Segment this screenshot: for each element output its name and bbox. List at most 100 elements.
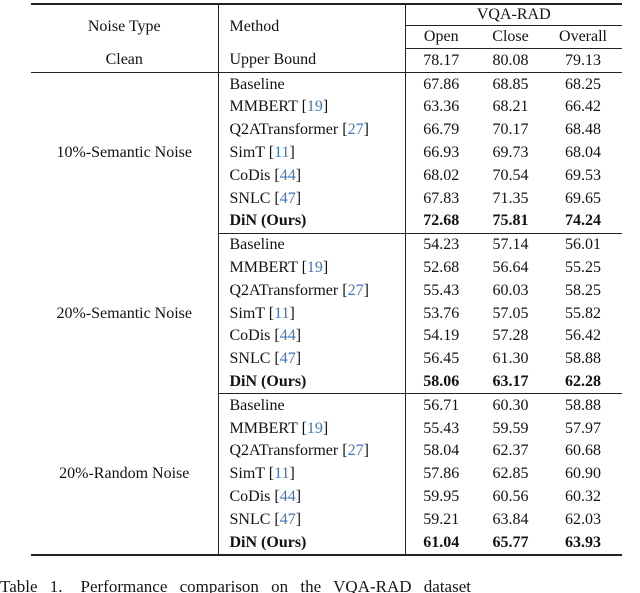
score-cell: 57.28	[492, 327, 529, 345]
score-cell: 62.37	[492, 442, 529, 460]
score-cell: 62.28	[544, 370, 623, 395]
method-cell: MMBERT [19]	[218, 256, 406, 280]
citation-link[interactable]: 47	[279, 189, 296, 207]
score-cell: 56.64	[492, 258, 529, 276]
noise-type-cell: Clean	[31, 48, 219, 73]
method-cell: CoDis [44]	[218, 485, 406, 509]
citation-link[interactable]: 19	[306, 258, 323, 276]
results-table: Noise Type Method VQA-RAD Open Close Ove…	[31, 3, 623, 556]
col-header-noise-type: Noise Type	[31, 4, 219, 49]
method-cell: Q2ATransformer [27]	[218, 118, 406, 142]
caption-text: Performance comparison on the VQA-RAD da…	[80, 577, 471, 593]
col-header-open: Open	[405, 25, 477, 49]
score-cell: 59.21	[423, 510, 460, 528]
score-cell: 63.17	[477, 370, 544, 395]
citation-link[interactable]: 44	[279, 166, 296, 184]
score-cell: 55.43	[423, 281, 460, 299]
method-cell: Q2ATransformer [27]	[218, 439, 406, 463]
table-row: Noise Type Method VQA-RAD	[31, 4, 623, 49]
score-cell: 54.19	[423, 327, 460, 345]
method-cell: DiN (Ours)	[218, 530, 406, 555]
method-cell: Upper Bound	[218, 48, 406, 73]
score-cell: 63.84	[492, 510, 529, 528]
score-cell: 57.97	[565, 419, 602, 437]
score-cell: 75.81	[477, 209, 544, 234]
score-cell: 59.95	[423, 487, 460, 505]
col-header-overall: Overall	[544, 25, 623, 49]
table-row: MMBERT [19] 52.68 56.64 55.25	[31, 256, 622, 280]
table-row: 20%-Semantic Noise Baseline 54.23 57.14 56.0…	[31, 233, 622, 394]
score-cell: 68.25	[565, 75, 602, 93]
score-cell: 69.73	[492, 143, 529, 161]
score-cell: 59.59	[492, 419, 529, 437]
score-cell: 74.24	[544, 209, 623, 234]
citation-link[interactable]: 11	[274, 143, 290, 161]
method-cell: SNLC [47]	[218, 347, 406, 371]
score-cell: 67.86	[423, 75, 460, 93]
table-row: SimT [11] 57.86 62.85 60.90	[31, 462, 622, 486]
score-cell: 58.04	[423, 442, 460, 460]
score-cell: 67.83	[423, 189, 460, 207]
score-cell: 52.68	[423, 258, 460, 276]
table-row: CoDis [44] 54.19 57.28 56.42	[31, 324, 622, 348]
citation-link[interactable]: 44	[279, 327, 296, 345]
score-cell: 68.02	[423, 166, 460, 184]
score-cell: 57.86	[423, 465, 460, 483]
table-row: 10%-Semantic Noise Baseline 67.86 68.85 68.2…	[31, 72, 622, 234]
score-cell: 56.01	[565, 236, 602, 254]
method-cell: SNLC [47]	[218, 186, 406, 210]
col-group-vqa-rad: VQA-RAD	[405, 4, 623, 26]
citation-link[interactable]: 27	[347, 121, 364, 139]
score-cell: 71.35	[492, 189, 529, 207]
score-cell: 68.04	[565, 143, 602, 161]
table-row: 20%-Random Noise Baseline 56.71 60.30 58.88	[31, 393, 622, 555]
score-cell: 68.48	[565, 121, 602, 139]
citation-link[interactable]: 11	[274, 304, 290, 322]
citation-link[interactable]: 11	[274, 465, 290, 483]
score-cell: 58.06	[405, 370, 477, 395]
table-row: DiN (Ours) 58.06 63.17 62.28	[31, 370, 623, 395]
vqa-rad-table: Noise Type Method VQA-RAD Open Close Ove…	[31, 3, 623, 556]
method-cell: SimT [11]	[218, 141, 406, 165]
citation-link[interactable]: 44	[279, 487, 296, 505]
citation-link[interactable]: 47	[279, 510, 296, 528]
score-cell: 60.56	[492, 487, 529, 505]
score-cell: 57.05	[492, 304, 529, 322]
citation-link[interactable]: 19	[306, 419, 323, 437]
score-cell: 63.93	[565, 533, 602, 551]
score-cell: 68.21	[492, 98, 529, 116]
table-row: SimT [11] 66.93 69.73 68.04	[31, 141, 622, 165]
noise-type-cell: 10%-Semantic Noise	[31, 72, 219, 234]
score-cell: 69.65	[565, 189, 602, 207]
method-cell: DiN (Ours)	[218, 209, 406, 234]
score-cell: 69.53	[565, 166, 602, 184]
score-cell: 66.79	[423, 121, 460, 139]
score-cell: 79.13	[544, 48, 623, 73]
table-row: CoDis [44] 68.02 70.54 69.53	[31, 164, 622, 187]
method-cell: Baseline	[218, 233, 406, 257]
table-row: SNLC [47] 56.45 61.30 58.88	[31, 347, 622, 371]
score-cell: 57.14	[492, 236, 529, 254]
method-cell: CoDis [44]	[218, 164, 406, 187]
method-cell: CoDis [44]	[218, 324, 406, 348]
method-cell: Baseline	[218, 393, 406, 417]
citation-link[interactable]: 19	[306, 98, 323, 116]
method-cell: MMBERT [19]	[218, 95, 406, 119]
citation-link[interactable]: 27	[347, 281, 364, 299]
score-cell: 58.88	[565, 350, 602, 368]
score-cell: 65.77	[492, 533, 529, 551]
score-cell: 72.68	[405, 209, 477, 234]
score-cell: 53.76	[423, 304, 460, 322]
citation-link[interactable]: 27	[347, 442, 364, 460]
citation-link[interactable]: 47	[279, 350, 296, 368]
score-cell: 66.42	[565, 98, 602, 116]
table-caption: Table 1. Performance comparison on the VQ…	[0, 577, 640, 593]
noise-type-cell: 20%-Semantic Noise	[31, 233, 219, 394]
table-row: CoDis [44] 59.95 60.56 60.32	[31, 485, 622, 509]
method-cell: SNLC [47]	[218, 508, 406, 531]
method-cell: MMBERT [19]	[218, 416, 406, 440]
score-cell: 61.04	[423, 533, 460, 551]
table-row: Q2ATransformer [27] 66.79 70.17 68.48	[31, 118, 622, 142]
score-cell: 61.30	[492, 350, 529, 368]
